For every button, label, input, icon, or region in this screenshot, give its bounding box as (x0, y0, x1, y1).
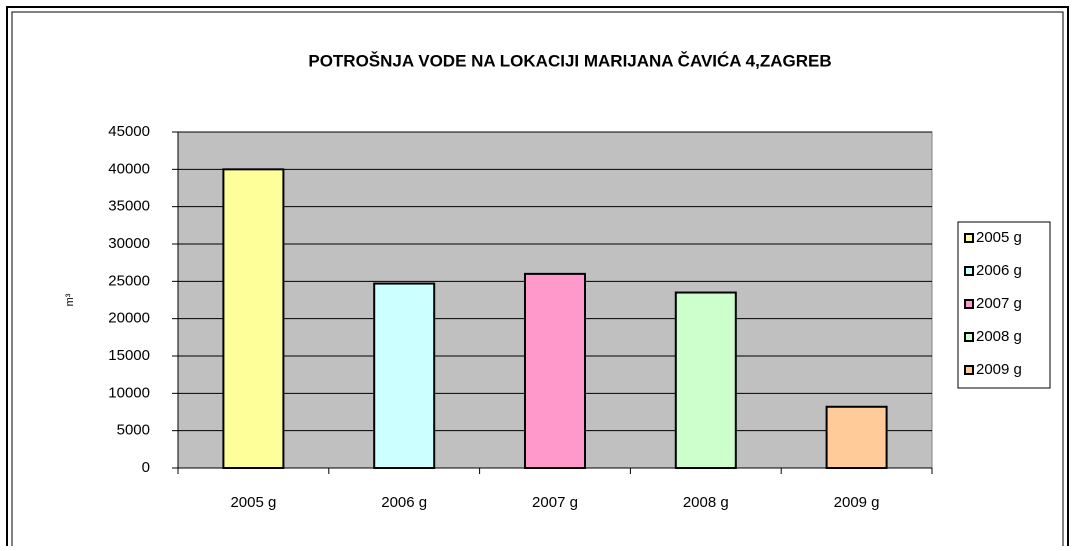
y-tick-label: 30000 (108, 235, 150, 252)
y-tick-label: 40000 (108, 160, 150, 177)
y-tick-label: 15000 (108, 347, 150, 364)
inner-frame (11, 11, 1064, 546)
x-tick-label: 2009 g (834, 494, 880, 511)
legend-swatch (964, 365, 974, 375)
legend-label: 2008 g (976, 328, 1022, 345)
y-tick-label: 20000 (108, 310, 150, 327)
legend-swatch (964, 332, 974, 342)
x-tick-label: 2007 g (532, 494, 578, 511)
bar (825, 405, 888, 470)
legend-label: 2009 g (976, 361, 1022, 378)
y-tick-label: 10000 (108, 384, 150, 401)
y-tick-label: 25000 (108, 272, 150, 289)
x-tick-label: 2006 g (381, 494, 427, 511)
legend-swatch (964, 233, 974, 243)
y-axis-label: m³ (64, 293, 76, 306)
bar (524, 272, 586, 469)
bar (674, 291, 737, 469)
chart-title: POTROŠNJA VODE NA LOKACIJI MARIJANA ČAVI… (308, 51, 831, 70)
y-tick-label: 45000 (108, 123, 150, 140)
y-tick-label: 0 (142, 459, 150, 476)
outer-frame (6, 6, 1069, 546)
x-tick-label: 2008 g (683, 494, 729, 511)
y-tick-label: 5000 (117, 422, 150, 439)
legend-swatch (964, 299, 974, 309)
bar (373, 282, 436, 469)
x-tick-label: 2005 g (230, 494, 276, 511)
legend-label: 2006 g (976, 262, 1022, 279)
y-tick-label: 35000 (108, 198, 150, 215)
bar (222, 168, 285, 469)
legend-label: 2005 g (976, 229, 1022, 246)
legend-swatch (964, 266, 974, 276)
legend-label: 2007 g (976, 295, 1022, 312)
